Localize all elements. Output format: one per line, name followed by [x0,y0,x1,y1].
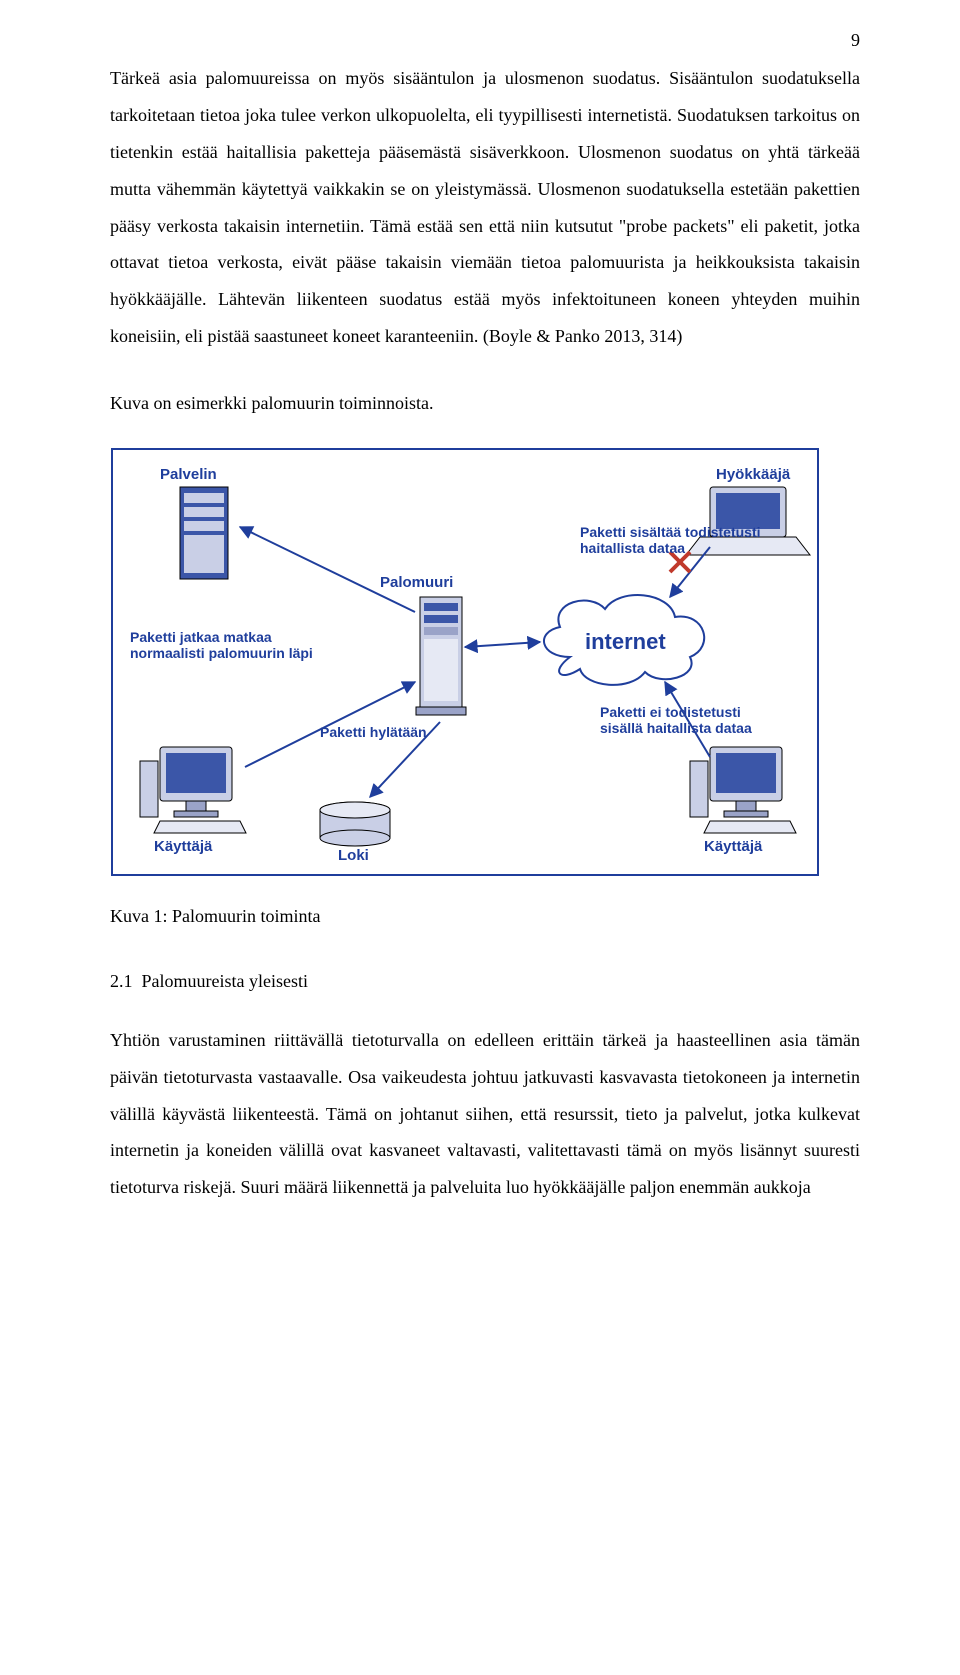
label-server: Palvelin [160,466,217,483]
figure-caption: Kuva 1: Palomuurin toiminta [110,902,860,931]
paragraph-2: Kuva on esimerkki palomuurin toiminnoist… [110,385,860,422]
paragraph-3: Yhtiön varustaminen riittävällä tietotur… [110,1022,860,1206]
page-number: 9 [851,30,860,51]
network-diagram-svg: Palvelin Käyttäjä Loki [110,447,820,877]
label-attacker: Hyökkääjä [716,466,791,483]
section-title: Palomuureista yleisesti [142,971,308,991]
label-user-left: Käyttäjä [154,838,213,855]
figure-firewall-diagram: Palvelin Käyttäjä Loki [110,447,860,882]
label-not-malicious: Paketti ei todistetusti sisällä haitalli… [600,704,752,736]
paragraph-1: Tärkeä asia palomuureissa on myös sisään… [110,60,860,355]
label-user-right: Käyttäjä [704,838,763,855]
label-internet: internet [585,629,666,654]
label-log: Loki [338,847,369,864]
page: 9 Tärkeä asia palomuureissa on myös sisä… [0,0,960,1675]
label-firewall: Palomuuri [380,574,453,591]
section-number: 2.1 [110,971,133,991]
label-reject: Paketti hylätään [320,724,427,740]
section-heading: 2.1 Palomuureista yleisesti [110,971,860,992]
